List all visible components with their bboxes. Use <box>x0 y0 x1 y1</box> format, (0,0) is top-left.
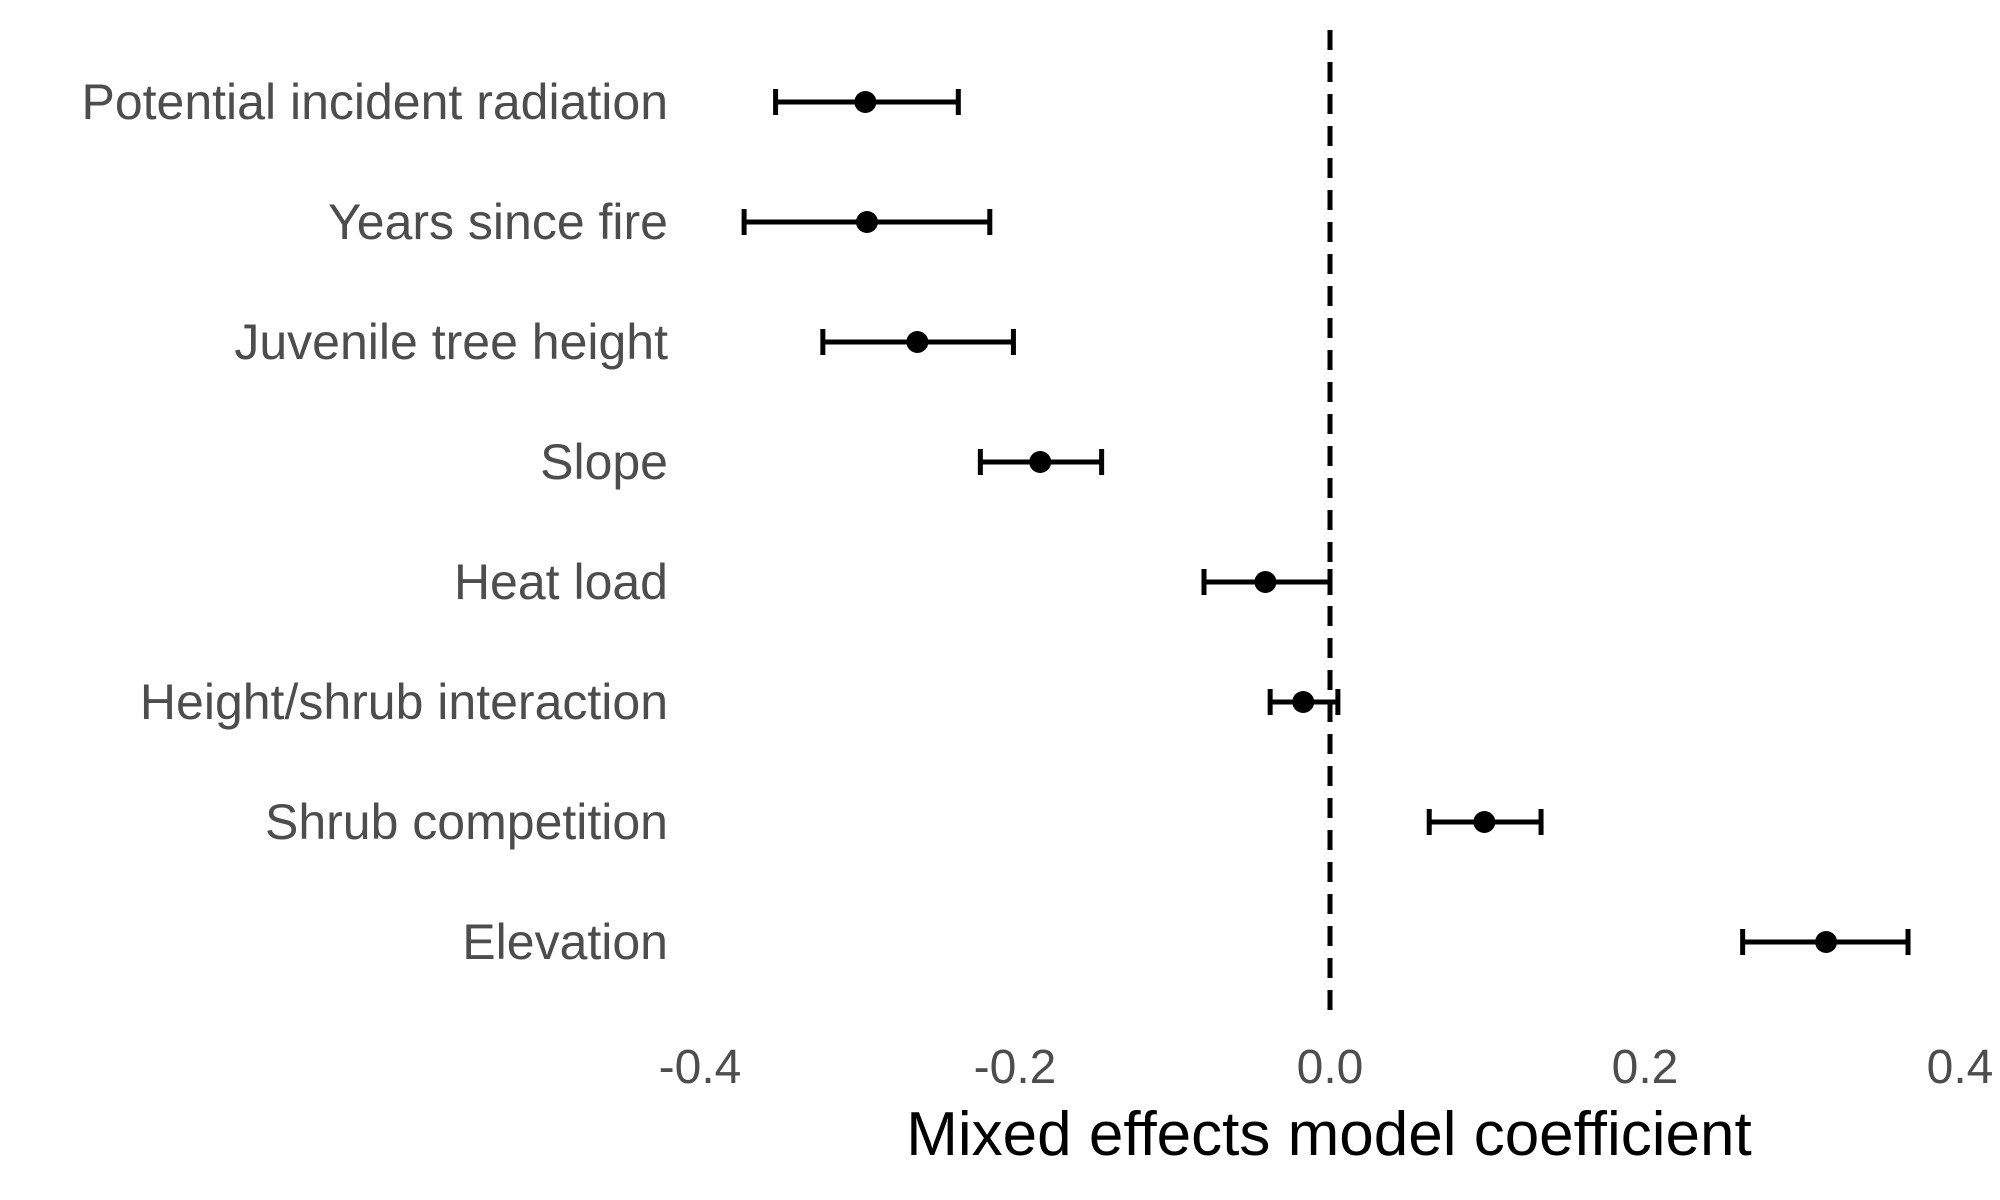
estimate-point <box>906 331 929 353</box>
x-axis-tick-labels: -0.4 -0.2 0.0 0.2 0.4 <box>659 1041 1994 1094</box>
estimate-point <box>854 91 877 113</box>
category-label: Heat load <box>454 554 668 610</box>
estimate-point <box>855 211 878 233</box>
x-tick-label: 0.4 <box>1927 1041 1994 1094</box>
category-label: Years since fire <box>328 194 668 250</box>
x-tick-label: 0.2 <box>1612 1041 1679 1094</box>
category-label: Elevation <box>462 914 668 970</box>
x-tick-label: -0.4 <box>659 1041 742 1094</box>
category-label: Slope <box>540 434 668 490</box>
estimate-point <box>1815 931 1838 953</box>
estimate-point <box>1292 691 1315 713</box>
category-label: Juvenile tree height <box>234 314 668 370</box>
estimate-point <box>1029 451 1052 473</box>
error-bars <box>741 89 1911 955</box>
x-axis-title: Mixed effects model coefficient <box>906 1100 1751 1169</box>
estimate-point <box>1254 571 1277 593</box>
category-labels: Potential incident radiation Years since … <box>82 74 669 970</box>
category-label: Shrub competition <box>265 794 668 850</box>
estimate-points <box>854 91 1838 953</box>
x-tick-label: 0.0 <box>1297 1041 1364 1094</box>
estimate-point <box>1473 811 1496 833</box>
category-label: Height/shrub interaction <box>140 674 668 730</box>
x-tick-label: -0.2 <box>974 1041 1057 1094</box>
category-label: Potential incident radiation <box>82 74 669 130</box>
